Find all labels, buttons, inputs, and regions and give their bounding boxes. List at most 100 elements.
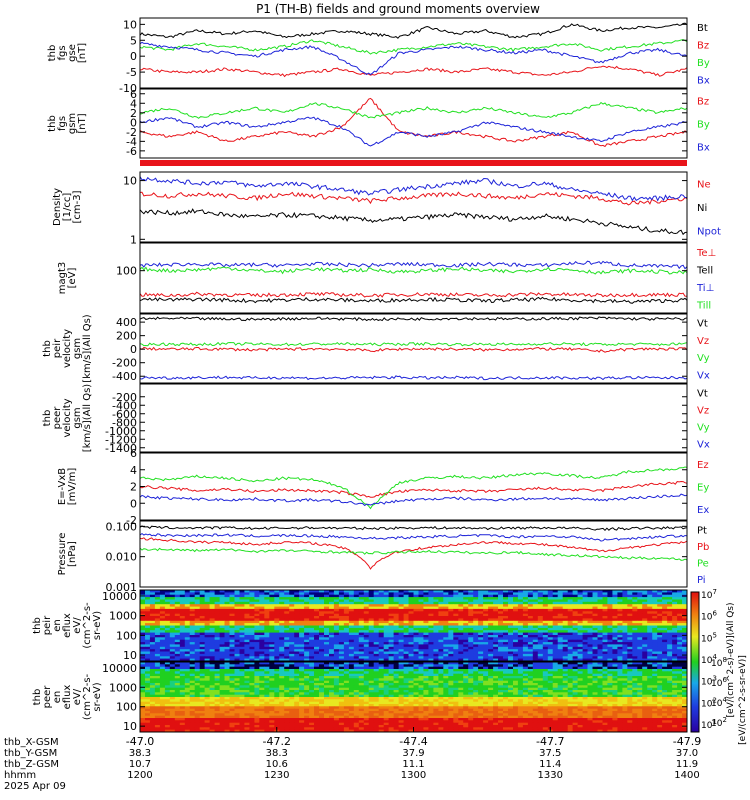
heatmap-cell bbox=[403, 687, 409, 691]
heatmap-cell bbox=[244, 642, 250, 645]
heatmap-cell bbox=[522, 642, 529, 645]
heatmap-cell bbox=[488, 685, 494, 688]
heatmap-cell bbox=[572, 683, 578, 686]
heatmap-cell bbox=[592, 613, 598, 617]
heatmap-cell bbox=[672, 656, 678, 660]
heatmap-cell bbox=[627, 662, 633, 665]
heatmap-cell bbox=[294, 606, 300, 610]
heatmap-cell bbox=[622, 594, 628, 598]
heatmap-cell bbox=[338, 685, 345, 688]
heatmap-cell bbox=[239, 673, 245, 677]
heatmap-cell bbox=[319, 623, 325, 626]
heatmap-cell bbox=[184, 658, 191, 662]
heatmap-cell bbox=[537, 687, 544, 691]
heatmap-cell bbox=[169, 623, 176, 626]
heatmap-cell bbox=[284, 642, 290, 645]
heatmap-cell bbox=[453, 625, 459, 629]
heatmap-cell bbox=[418, 597, 424, 600]
y-axis-label: gsm bbox=[72, 407, 83, 428]
heatmap-cell bbox=[418, 611, 424, 615]
heatmap-cell bbox=[343, 618, 350, 622]
heatmap-cell bbox=[229, 599, 235, 603]
heatmap-cell bbox=[473, 678, 479, 681]
heatmap-cell bbox=[413, 601, 419, 605]
heatmap-cell bbox=[458, 690, 464, 693]
heatmap-cell bbox=[249, 637, 255, 641]
heatmap-cell bbox=[214, 673, 220, 677]
heatmap-cell bbox=[309, 606, 315, 610]
heatmap-cell bbox=[269, 630, 275, 633]
heatmap-cell bbox=[438, 601, 444, 605]
heatmap-cell bbox=[294, 625, 300, 629]
heatmap-cell bbox=[309, 613, 315, 617]
heatmap-cell bbox=[647, 662, 653, 665]
heatmap-cell bbox=[542, 632, 549, 636]
heatmap-cell bbox=[388, 632, 394, 636]
heatmap-cell bbox=[214, 658, 220, 662]
heatmap-cell bbox=[597, 669, 603, 672]
heatmap-cell bbox=[597, 666, 603, 670]
heatmap-cell bbox=[537, 671, 544, 674]
heatmap-cell bbox=[224, 592, 230, 596]
heatmap-cell bbox=[567, 642, 574, 645]
heatmap-cell bbox=[408, 671, 414, 674]
heatmap-cell bbox=[597, 653, 603, 657]
heatmap-cell bbox=[413, 644, 419, 648]
heatmap-cell bbox=[234, 597, 240, 600]
heatmap-cell bbox=[453, 637, 459, 641]
heatmap-cell bbox=[378, 623, 385, 626]
heatmap-cell bbox=[398, 632, 404, 636]
heatmap-cell bbox=[532, 630, 539, 633]
heatmap-cell bbox=[428, 656, 434, 660]
series-line-Ex bbox=[139, 493, 688, 507]
heatmap-cell bbox=[453, 616, 459, 619]
heatmap-cell bbox=[418, 618, 424, 622]
heatmap-cell bbox=[468, 618, 474, 622]
heatmap-cell bbox=[488, 637, 494, 641]
heatmap-cell bbox=[199, 639, 206, 643]
heatmap-cell bbox=[657, 599, 663, 603]
heatmap-cell bbox=[398, 673, 404, 677]
heatmap-cell bbox=[448, 606, 454, 610]
heatmap-cell bbox=[473, 592, 479, 596]
heatmap-cell bbox=[299, 666, 305, 670]
heatmap-cell bbox=[324, 671, 330, 674]
heatmap-cell bbox=[358, 637, 365, 641]
heatmap-cell bbox=[373, 651, 380, 655]
heatmap-cell bbox=[388, 649, 394, 652]
heatmap-cell bbox=[582, 676, 588, 679]
heatmap-cell bbox=[309, 620, 315, 624]
heatmap-cell bbox=[363, 651, 370, 655]
heatmap-cell bbox=[209, 616, 215, 619]
heatmap-cell bbox=[244, 676, 250, 679]
heatmap-cell bbox=[348, 623, 355, 626]
heatmap-cell bbox=[174, 608, 181, 612]
heatmap-cell bbox=[577, 637, 583, 641]
heatmap-cell bbox=[662, 642, 668, 645]
heatmap-cell bbox=[393, 597, 399, 600]
heatmap-cell bbox=[498, 687, 504, 691]
heatmap-cell bbox=[537, 690, 544, 693]
heatmap-cell bbox=[562, 623, 569, 626]
heatmap-cell bbox=[458, 680, 464, 684]
heatmap-cell bbox=[483, 666, 489, 670]
heatmap-cell bbox=[423, 671, 429, 674]
heatmap-cell bbox=[388, 637, 394, 641]
heatmap-cell bbox=[149, 656, 156, 660]
heatmap-cell bbox=[219, 597, 225, 600]
heatmap-cell bbox=[164, 635, 171, 638]
heatmap-cell bbox=[244, 623, 250, 626]
heatmap-cell bbox=[537, 625, 544, 629]
heatmap-cell bbox=[557, 590, 564, 593]
heatmap-cell bbox=[388, 666, 394, 670]
heatmap-cell bbox=[254, 678, 260, 681]
heatmap-cell bbox=[468, 620, 474, 624]
heatmap-cell bbox=[587, 644, 593, 648]
heatmap-cell bbox=[632, 656, 638, 660]
heatmap-cell bbox=[617, 639, 623, 643]
heatmap-cell bbox=[627, 606, 633, 610]
heatmap-cell bbox=[324, 639, 330, 643]
heatmap-cell bbox=[637, 611, 643, 615]
heatmap-cell bbox=[209, 649, 215, 652]
heatmap-cell bbox=[552, 639, 559, 643]
